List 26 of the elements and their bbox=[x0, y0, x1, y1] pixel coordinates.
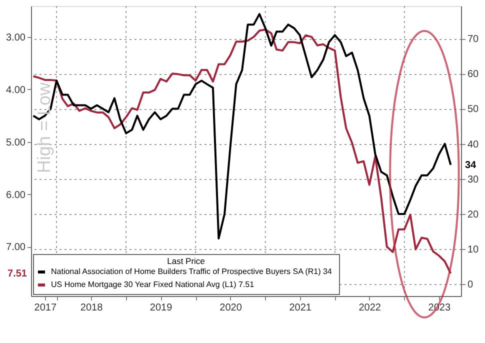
y2-tick-label: 40 bbox=[468, 139, 480, 150]
line-series bbox=[32, 28, 452, 274]
y2-tick-label: 0 bbox=[468, 280, 474, 291]
y-tick-label: 6.00 bbox=[6, 190, 26, 201]
line-series bbox=[32, 13, 452, 240]
y-tick-label: 7.00 bbox=[6, 242, 26, 254]
y-tick-label: 3.00 bbox=[6, 32, 26, 44]
data-label: 34 bbox=[465, 160, 477, 171]
y2-tick-label: 50 bbox=[468, 104, 480, 116]
legend-title: Last Price bbox=[167, 256, 206, 266]
legend-label: National Association of Home Builders Traffic of Prospective Buyers SA (R1) 34 bbox=[51, 267, 332, 276]
x-tick-label: 2018 bbox=[80, 302, 104, 314]
y2-tick-label: 70 bbox=[468, 34, 480, 46]
y-tick-label: 5.00 bbox=[6, 137, 26, 148]
y2-tick-label: 30 bbox=[468, 174, 480, 186]
y2-tick-label: 10 bbox=[468, 244, 480, 256]
text: 7.51 bbox=[8, 268, 28, 280]
y-tick-label: 4.00 bbox=[6, 84, 26, 96]
x-tick-label: 2021 bbox=[289, 302, 312, 314]
x-tick-label: 2019 bbox=[150, 302, 173, 314]
x-tick-label: 2017 bbox=[34, 302, 57, 314]
x-tick-label: 2022 bbox=[358, 302, 382, 314]
legend-label: US Home Mortgage 30 Year Fixed National Avg (L1) 7.51 bbox=[51, 280, 255, 289]
y2-tick-label: 60 bbox=[468, 69, 480, 80]
x-tick-label: 2020 bbox=[220, 302, 242, 314]
y2-tick-label: 20 bbox=[468, 209, 480, 220]
